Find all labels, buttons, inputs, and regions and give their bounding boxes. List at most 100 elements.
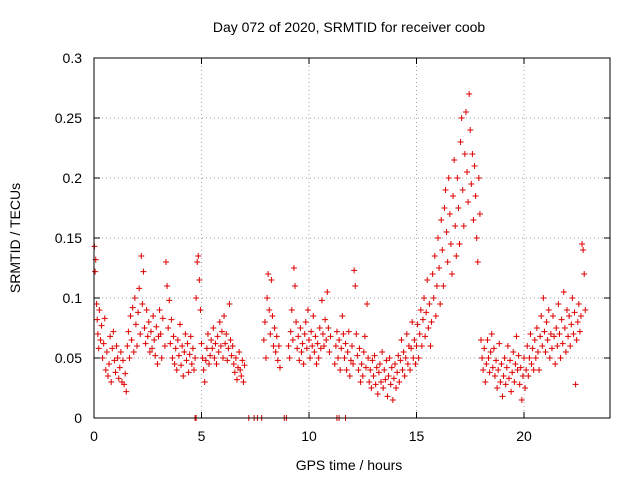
data-point [188,361,195,367]
data-point [423,309,430,316]
data-point [460,223,467,229]
data-point [231,369,238,376]
data-point [392,361,398,367]
data-point [208,337,215,343]
data-point [299,340,306,347]
data-point [125,328,132,335]
data-point [580,247,587,253]
data-point [182,331,189,337]
data-point [158,355,165,361]
data-point [193,295,200,301]
data-point [209,345,216,352]
data-point [471,163,478,169]
data-point [527,331,534,337]
data-point [229,343,236,349]
data-point [346,373,353,379]
data-point [496,340,503,347]
data-point [145,319,152,325]
data-point [294,345,301,352]
data-point [344,349,351,355]
data-point [116,364,123,371]
data-point [190,367,197,373]
data-point [408,345,415,352]
data-point [464,169,471,175]
data-point [550,313,557,319]
y-tick-label: 0 [74,410,82,426]
data-point [335,355,342,361]
data-point [426,301,433,307]
data-point [261,319,268,325]
data-point [311,349,318,355]
data-point [215,349,222,355]
data-point [210,325,217,331]
data-point [265,271,272,277]
data-point [111,357,118,364]
data-point [202,357,209,364]
x-axis-label: GPS time / hours [296,457,403,473]
data-point [372,381,379,388]
data-point [410,355,417,361]
data-point [295,333,302,340]
data-point [514,367,521,373]
data-point [165,325,172,331]
data-point [174,337,181,343]
data-point [276,364,283,371]
data-point [192,355,199,361]
data-point [568,321,575,328]
data-point [513,333,520,340]
data-point [225,345,232,352]
data-point [555,301,562,307]
data-point [485,355,492,361]
data-point [286,355,293,361]
data-points [91,91,589,421]
data-point [469,151,476,157]
data-point [524,343,531,349]
data-point [537,333,544,340]
data-point [507,357,514,364]
data-point [564,307,570,313]
x-tick-label: 10 [301,428,317,444]
data-point [184,340,191,347]
data-point [318,297,325,304]
data-point [565,333,572,340]
data-point [325,325,332,331]
data-point [240,379,247,385]
data-point [554,343,561,349]
data-point [545,307,552,313]
data-point [541,328,548,335]
data-point [558,316,565,323]
data-point [226,301,233,307]
data-point [327,333,334,340]
data-point [521,355,527,361]
data-point [504,343,511,349]
data-point [163,259,170,265]
data-point [441,205,448,211]
data-point [223,331,230,337]
data-point [353,331,360,337]
data-point [207,352,214,359]
data-point [312,333,319,340]
data-point [102,367,109,373]
data-point [450,193,457,199]
data-point [394,369,401,376]
data-point [123,388,130,395]
data-point [472,193,479,199]
data-point [456,241,463,247]
data-point [106,361,113,367]
data-point [447,241,454,247]
data-point [220,355,226,361]
data-point [117,349,124,355]
data-point [146,349,153,355]
data-point [581,271,588,277]
data-point [473,235,480,241]
data-point [482,379,489,385]
data-point [515,352,522,359]
data-point [112,369,119,376]
data-point [385,373,392,379]
data-point [94,316,101,323]
data-point [336,337,343,343]
data-point [435,235,441,241]
data-point [567,343,574,349]
data-point [494,385,501,391]
